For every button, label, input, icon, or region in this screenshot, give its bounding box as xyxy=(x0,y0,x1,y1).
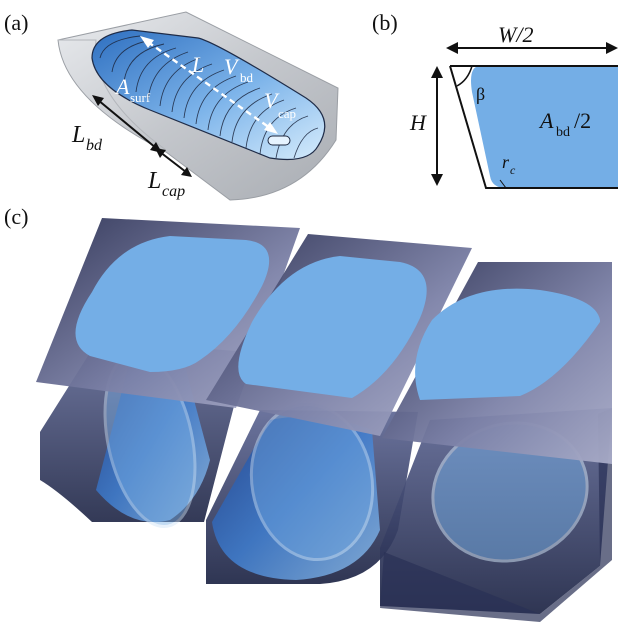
length-arrow xyxy=(147,41,271,129)
svg-text:A: A xyxy=(114,74,130,99)
svg-text:L: L xyxy=(147,168,161,194)
cross-section-plate-3 xyxy=(382,262,612,464)
svg-text:cap: cap xyxy=(162,183,185,200)
svg-text:bd: bd xyxy=(86,137,103,154)
label-Lbd: L bd xyxy=(71,122,103,154)
label-W: W/2 xyxy=(498,22,533,47)
label-beta: β xyxy=(476,84,485,104)
svg-text:L: L xyxy=(71,122,85,148)
svg-text:V: V xyxy=(224,54,240,79)
beta-arc xyxy=(456,65,473,87)
label-Abd: A bd /2 xyxy=(538,108,591,140)
svg-text:cap: cap xyxy=(278,106,296,121)
svg-text:/2: /2 xyxy=(574,108,591,133)
label-Vbd: V bd xyxy=(224,54,254,85)
svg-text:r: r xyxy=(502,152,510,172)
label-Lcap: L cap xyxy=(147,168,185,200)
channel-block-3 xyxy=(380,408,612,622)
svg-text:bd: bd xyxy=(240,70,254,85)
channel-block-2 xyxy=(206,402,418,584)
panel-b: (b) W/2 H β A bd /2 r c xyxy=(372,10,618,189)
Lcap-arrow xyxy=(155,148,192,177)
cross-section-area xyxy=(471,66,618,188)
panel-a-tag: (a) xyxy=(4,10,28,35)
label-H: H xyxy=(409,110,427,135)
svg-text:surf: surf xyxy=(130,90,151,105)
height-arrow xyxy=(431,66,443,186)
label-Asurf: A surf xyxy=(114,74,151,105)
svg-text:c: c xyxy=(510,163,516,177)
label-L: L xyxy=(191,52,204,77)
label-rc: r c xyxy=(502,152,516,177)
cross-section-plate-2 xyxy=(206,234,472,436)
width-arrow xyxy=(446,42,618,54)
svg-text:A: A xyxy=(538,108,554,133)
svg-text:V: V xyxy=(264,88,280,113)
panel-c-tag: (c) xyxy=(4,204,28,229)
label-Vcap: V cap xyxy=(264,88,296,121)
svg-text:bd: bd xyxy=(556,125,570,140)
panel-b-tag: (b) xyxy=(372,10,398,35)
panel-a: (a) xyxy=(4,10,339,201)
panel-c: (c) xyxy=(4,204,612,622)
